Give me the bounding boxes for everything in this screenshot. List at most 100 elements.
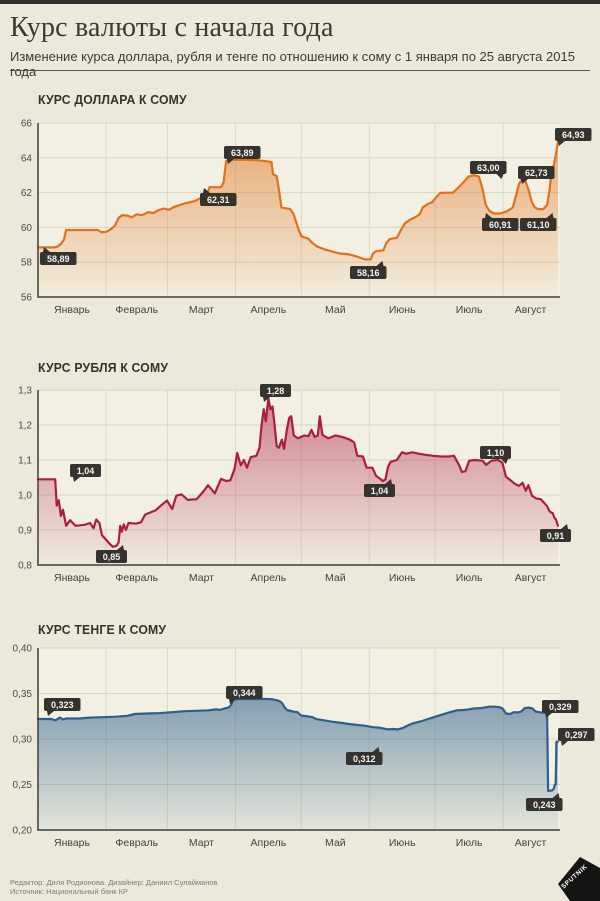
series-area	[38, 398, 558, 565]
value-label-text: 0,91	[547, 531, 565, 541]
x-month-label: Январь	[54, 304, 91, 316]
value-label-box	[350, 266, 387, 279]
y-tick-label: 62	[21, 188, 33, 199]
value-label-text: 62,73	[525, 168, 548, 178]
page-title: Курс валюты с начала года	[10, 12, 334, 43]
value-label-tail	[496, 174, 504, 179]
value-label-text: 0,312	[353, 754, 376, 764]
x-month-label: Февраль	[115, 304, 158, 316]
value-label-text: 1,04	[371, 486, 389, 496]
value-label-box	[480, 446, 511, 459]
value-label-text: 62,31	[207, 195, 230, 205]
series-area	[38, 699, 558, 830]
value-label-box	[526, 798, 563, 811]
value-label-box	[558, 728, 595, 741]
value-label-tail	[561, 524, 568, 529]
value-label-tail	[263, 397, 270, 402]
x-month-label: Август	[515, 572, 547, 584]
value-label-box	[540, 529, 571, 542]
value-label-text: 60,91	[489, 220, 512, 230]
value-label-tail	[73, 477, 80, 482]
value-label-box	[364, 484, 395, 497]
value-label-tail	[385, 479, 392, 484]
y-tick-label: 58	[21, 258, 33, 269]
value-label-tail	[485, 213, 492, 218]
value-label-tail	[552, 793, 560, 798]
sputnik-logo-flag	[558, 857, 600, 901]
value-label-box	[555, 128, 592, 141]
y-tick-label: 0,20	[13, 826, 33, 837]
value-label-text: 1,04	[77, 466, 95, 476]
value-label-tail	[558, 141, 565, 146]
value-label-box	[200, 193, 237, 206]
axes	[37, 648, 560, 831]
y-tick-label: 1,2	[18, 421, 32, 432]
x-month-label: Июль	[456, 837, 483, 849]
x-month-label: Март	[189, 304, 214, 316]
x-month-label: Апрель	[251, 304, 287, 316]
x-month-label: Июнь	[389, 572, 416, 584]
value-label-tail	[229, 699, 236, 704]
y-tick-label: 66	[21, 119, 33, 130]
value-label-tail	[43, 247, 50, 252]
value-label-tail	[521, 179, 528, 184]
value-label-tail	[546, 213, 554, 218]
chart-title-dollar: КУРС ДОЛЛАРА К СОМУ	[38, 92, 187, 107]
value-label-text: 61,10	[527, 220, 550, 230]
value-label-box	[470, 161, 507, 174]
x-month-label: Апрель	[251, 572, 287, 584]
x-month-label: Март	[189, 837, 214, 849]
value-label-text: 1,10	[487, 448, 505, 458]
y-tick-label: 0,8	[18, 561, 32, 572]
value-label-box	[520, 218, 557, 231]
x-month-label: Февраль	[115, 837, 158, 849]
value-label-box	[260, 384, 291, 397]
top-brand-bar	[0, 0, 600, 4]
value-label-tail	[117, 545, 124, 550]
dollar-to-som-chart: 66 64 62 60 58 56 Январь Февраль Март Апрель Май Ию…	[21, 119, 592, 316]
credits-source: Источник: Национальный банк КР	[10, 887, 129, 896]
value-label-box	[226, 686, 263, 699]
series-line	[36, 140, 560, 261]
value-label-tail	[203, 188, 210, 193]
value-label-text: 0,297	[565, 730, 588, 740]
value-label-text: 0,323	[51, 700, 74, 710]
y-tick-label: 0,30	[13, 735, 33, 746]
value-label-box	[40, 252, 77, 265]
page-subtitle: Изменение курса доллара, рубля и тенге п…	[10, 49, 575, 79]
x-month-label: Июль	[456, 304, 483, 316]
y-tick-label: 1,1	[18, 456, 32, 467]
value-label-tail	[227, 159, 234, 164]
y-tick-label: 0,9	[18, 526, 32, 537]
ruble-to-som-chart: 1,3 1,2 1,1 1,0 0,9 0,8 Январь Февраль Март Апрел…	[18, 384, 571, 584]
x-month-label: Март	[189, 572, 214, 584]
series-line	[36, 697, 560, 792]
value-label-box	[224, 146, 261, 159]
value-label-box	[44, 698, 81, 711]
value-label-tail	[376, 261, 384, 266]
x-month-label: Январь	[54, 837, 91, 849]
y-tick-label: 0,40	[13, 644, 33, 655]
axes	[37, 390, 560, 566]
value-label-text: 63,00	[477, 163, 500, 173]
value-label-tail	[47, 711, 54, 716]
x-month-label: Июнь	[389, 837, 416, 849]
value-label-box	[70, 464, 101, 477]
x-month-label: Апрель	[251, 837, 287, 849]
value-label-text: 1,28	[267, 386, 285, 396]
x-month-label: Август	[515, 304, 547, 316]
value-label-box	[542, 700, 579, 713]
y-tick-label: 64	[21, 153, 33, 164]
x-month-label: Май	[325, 304, 346, 316]
x-month-label: Июль	[456, 572, 483, 584]
series-area	[38, 141, 558, 297]
value-label-text: 0,344	[233, 688, 256, 698]
credits-editor-designer: Редактор: Диля Родионова. Дизайнер: Дани…	[10, 878, 218, 887]
x-month-label: Май	[325, 837, 346, 849]
x-month-label: Июнь	[389, 304, 416, 316]
value-label-box	[346, 752, 383, 765]
value-label-box	[482, 218, 519, 231]
value-label-box	[96, 550, 127, 563]
x-month-label: Май	[325, 572, 346, 584]
